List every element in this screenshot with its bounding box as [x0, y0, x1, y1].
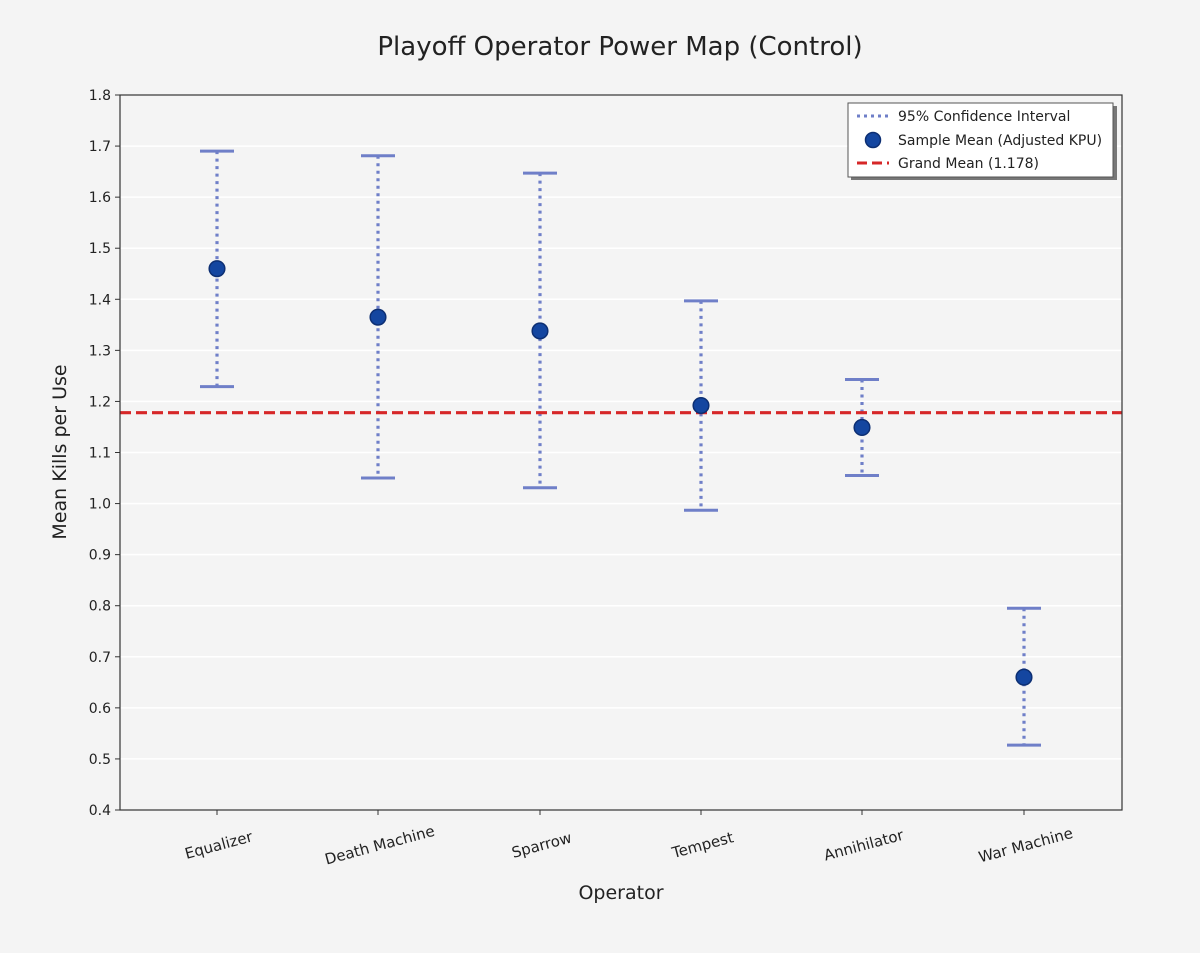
y-tick-label: 0.9 — [89, 548, 111, 564]
legend-grand-mean-label: Grand Mean (1.178) — [898, 156, 1039, 172]
mean-point — [208, 260, 226, 278]
y-tick-label: 0.6 — [89, 701, 111, 717]
y-tick-label: 1.7 — [89, 139, 111, 155]
sample-means — [208, 260, 1033, 686]
x-axis-ticks: Equalizer Death Machine Sparrow Tempest Anni… — [183, 810, 1075, 868]
mean-point — [369, 308, 387, 326]
y-tick-label: 0.8 — [89, 599, 111, 615]
y-axis-ticks: 0.4 0.5 0.6 0.7 0.8 0.9 1.0 1.1 1.2 1.3 1.4 1.5 1.6 1… — [89, 88, 120, 819]
chart-title: Playoff Operator Power Map (Control) — [377, 32, 862, 62]
x-tick-label: Sparrow — [510, 829, 574, 862]
x-tick-label: War Machine — [977, 824, 1075, 866]
legend-box — [847, 102, 1114, 178]
y-tick-label: 1.1 — [89, 446, 111, 462]
y-tick-label: 0.7 — [89, 650, 111, 666]
legend: 95% Confidence Interval Sample Mean (Adj… — [847, 102, 1117, 180]
y-tick-label: 1.3 — [89, 343, 111, 359]
x-tick-label: Tempest — [669, 828, 735, 862]
mean-point — [853, 418, 871, 437]
plot-frame — [119, 94, 1123, 811]
y-tick-label: 1.0 — [89, 497, 111, 513]
x-axis-title: Operator — [578, 882, 663, 904]
grid-lines — [120, 145, 1122, 760]
legend-mean-swatch — [864, 131, 882, 149]
x-tick-label: Annihilator — [822, 826, 906, 865]
x-tick-label: Death Machine — [323, 822, 437, 869]
y-tick-label: 0.4 — [89, 803, 111, 819]
y-tick-label: 1.8 — [89, 88, 111, 104]
legend-ci-label: 95% Confidence Interval — [898, 109, 1070, 125]
y-tick-label: 1.2 — [89, 394, 111, 410]
y-tick-label: 1.5 — [89, 241, 111, 257]
y-tick-label: 1.4 — [89, 292, 111, 308]
y-axis-title: Mean Kills per Use — [49, 364, 71, 539]
y-tick-label: 0.5 — [89, 752, 111, 768]
mean-point — [692, 396, 710, 415]
y-tick-label: 1.6 — [89, 190, 111, 206]
mean-point — [1015, 668, 1033, 686]
confidence-intervals — [200, 149, 1041, 747]
x-tick-label: Equalizer — [183, 827, 255, 863]
mean-point — [531, 322, 549, 340]
legend-mean-label: Sample Mean (Adjusted KPU) — [898, 133, 1102, 149]
